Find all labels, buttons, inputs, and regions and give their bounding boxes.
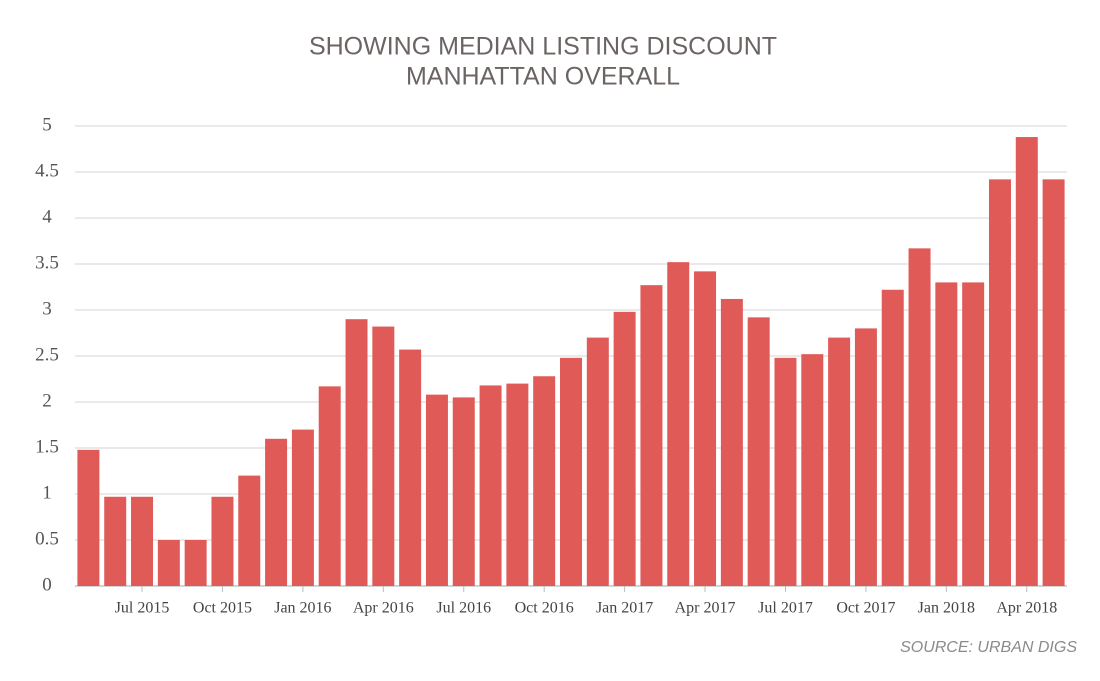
bar <box>318 386 341 586</box>
bar <box>372 326 395 586</box>
bar <box>935 282 958 586</box>
bar <box>291 429 314 586</box>
bar <box>1042 179 1065 587</box>
bar <box>265 438 288 586</box>
y-tick-label: 5 <box>42 114 52 135</box>
x-tick-label: Apr 2018 <box>996 600 1057 617</box>
y-tick-label: 0.5 <box>35 528 59 549</box>
y-tick-label: 4.5 <box>35 160 59 181</box>
bar <box>157 540 180 586</box>
bar <box>640 285 663 586</box>
x-tick-label: Jul 2015 <box>115 600 170 617</box>
bar <box>533 376 556 586</box>
y-tick-label: 2 <box>42 390 52 411</box>
bar <box>962 282 985 586</box>
bar <box>854 328 877 586</box>
bar <box>77 449 100 586</box>
x-tick-label: Jul 2017 <box>758 600 813 617</box>
y-tick-label: 4 <box>42 206 52 227</box>
bar <box>399 349 422 586</box>
bar <box>908 248 931 587</box>
y-tick-label: 2.5 <box>35 344 59 365</box>
bar <box>506 383 529 586</box>
source-note: SOURCE: URBAN DIGS <box>900 639 1077 656</box>
bar <box>131 496 154 586</box>
bar <box>747 317 770 586</box>
bar <box>104 496 127 586</box>
bar <box>720 298 743 586</box>
chart-title: SHOWING MEDIAN LISTING DISCOUNT <box>309 33 777 61</box>
y-tick-label: 1 <box>42 482 52 503</box>
bar <box>801 354 824 586</box>
bar <box>1015 137 1038 587</box>
bar <box>560 357 582 586</box>
bar <box>988 179 1011 587</box>
x-tick-label: Oct 2017 <box>836 600 895 617</box>
bar <box>425 394 448 586</box>
bar <box>613 311 636 586</box>
x-tick-label: Oct 2015 <box>193 600 252 617</box>
bar <box>586 337 609 586</box>
bar <box>345 319 368 586</box>
x-tick-label: Jan 2018 <box>918 600 975 617</box>
bar <box>774 357 797 586</box>
x-tick-label: Apr 2016 <box>353 600 414 617</box>
bar <box>452 397 475 586</box>
y-tick-label: 3.5 <box>35 252 59 273</box>
bar <box>667 262 690 586</box>
bar <box>211 496 234 586</box>
bar <box>238 475 261 586</box>
x-tick-label: Oct 2016 <box>515 600 574 617</box>
bar <box>881 289 904 586</box>
bar <box>184 540 207 586</box>
y-tick-label: 3 <box>42 298 52 319</box>
x-tick-label: Jan 2017 <box>596 600 653 617</box>
y-tick-label: 0 <box>42 574 52 595</box>
bar <box>479 385 502 586</box>
x-tick-label: Jan 2016 <box>274 600 331 617</box>
y-tick-label: 1.5 <box>35 436 59 457</box>
chart-subtitle: MANHATTAN OVERALL <box>406 63 680 91</box>
x-tick-label: Jul 2016 <box>436 600 491 617</box>
bar <box>694 271 717 586</box>
bar <box>828 337 851 586</box>
x-tick-label: Apr 2017 <box>675 600 736 617</box>
